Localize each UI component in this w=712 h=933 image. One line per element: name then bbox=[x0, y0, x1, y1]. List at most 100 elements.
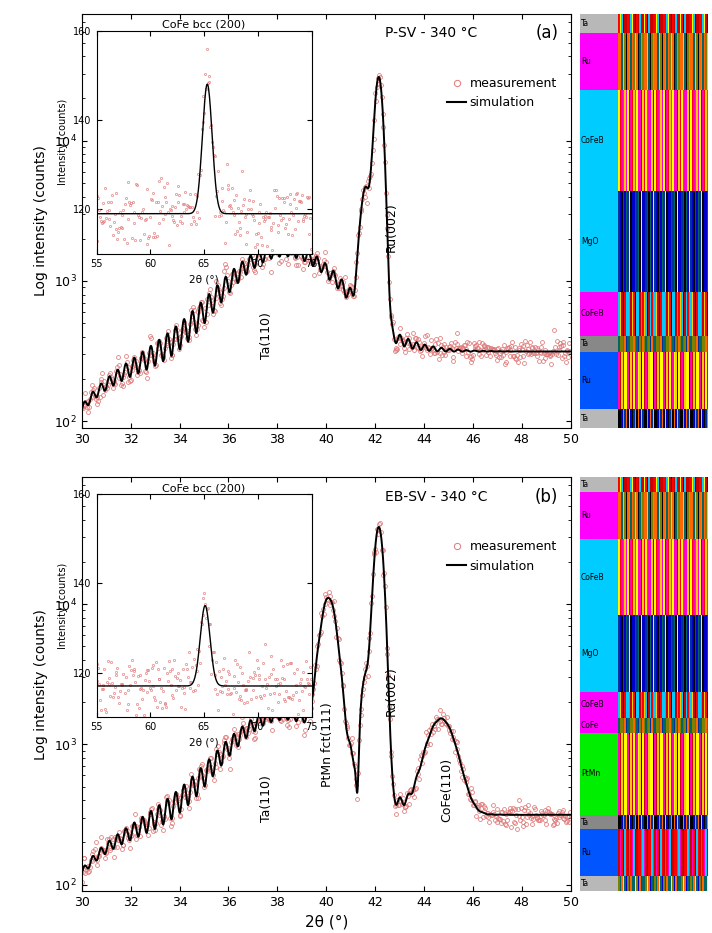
Bar bbox=[691, 732, 692, 815]
Text: Ru: Ru bbox=[581, 57, 591, 66]
Bar bbox=[654, 292, 656, 336]
Bar bbox=[669, 478, 671, 492]
Bar bbox=[684, 732, 686, 815]
Bar bbox=[669, 90, 671, 191]
Bar bbox=[668, 409, 669, 427]
Bar bbox=[659, 409, 660, 427]
Legend: measurement, simulation: measurement, simulation bbox=[442, 72, 562, 114]
Bar bbox=[656, 478, 657, 492]
Bar bbox=[672, 336, 674, 352]
Bar bbox=[698, 352, 699, 409]
Bar bbox=[666, 90, 668, 191]
Bar bbox=[620, 14, 621, 33]
Bar bbox=[632, 352, 633, 409]
Bar bbox=[693, 691, 695, 717]
Bar bbox=[650, 90, 651, 191]
Bar bbox=[703, 492, 704, 539]
Bar bbox=[671, 829, 672, 876]
Bar bbox=[704, 409, 705, 427]
Bar bbox=[634, 539, 635, 615]
Bar bbox=[704, 90, 705, 191]
Bar bbox=[701, 815, 702, 829]
Bar bbox=[641, 876, 642, 891]
Bar bbox=[704, 691, 705, 717]
Bar bbox=[669, 492, 671, 539]
Bar bbox=[661, 691, 662, 717]
Bar bbox=[644, 615, 645, 691]
Bar bbox=[691, 90, 692, 191]
Bar bbox=[619, 615, 620, 691]
Bar bbox=[627, 191, 629, 292]
Bar bbox=[662, 876, 663, 891]
Bar bbox=[677, 409, 679, 427]
Bar bbox=[641, 14, 642, 33]
Bar bbox=[644, 336, 645, 352]
Bar bbox=[656, 615, 657, 691]
Bar bbox=[668, 876, 669, 891]
Bar bbox=[665, 539, 666, 615]
Bar bbox=[692, 815, 693, 829]
Bar bbox=[696, 478, 698, 492]
Bar bbox=[627, 33, 629, 90]
Bar bbox=[638, 876, 639, 891]
Bar bbox=[671, 615, 672, 691]
Text: CoFe: CoFe bbox=[581, 721, 600, 730]
Bar bbox=[654, 33, 656, 90]
Bar bbox=[703, 191, 704, 292]
Bar bbox=[672, 876, 674, 891]
Bar bbox=[672, 492, 674, 539]
Bar bbox=[651, 717, 653, 732]
Bar bbox=[639, 615, 641, 691]
Bar bbox=[661, 33, 662, 90]
Bar bbox=[706, 292, 707, 336]
Bar bbox=[638, 478, 639, 492]
Text: (a): (a) bbox=[535, 24, 558, 42]
Bar bbox=[630, 539, 632, 615]
Bar bbox=[645, 492, 647, 539]
Bar bbox=[669, 876, 671, 891]
Bar bbox=[703, 90, 704, 191]
Bar bbox=[635, 409, 637, 427]
Text: Ta: Ta bbox=[581, 413, 590, 423]
Bar bbox=[630, 615, 632, 691]
Bar bbox=[699, 539, 701, 615]
Bar bbox=[649, 492, 650, 539]
Bar bbox=[671, 90, 672, 191]
Bar bbox=[664, 539, 665, 615]
Bar bbox=[630, 717, 632, 732]
Bar bbox=[626, 191, 627, 292]
Bar bbox=[687, 876, 689, 891]
Bar bbox=[651, 815, 653, 829]
Bar bbox=[680, 815, 681, 829]
Bar bbox=[665, 352, 666, 409]
Bar bbox=[679, 336, 680, 352]
Text: Ta: Ta bbox=[581, 19, 590, 28]
Bar bbox=[620, 478, 621, 492]
Bar bbox=[654, 539, 656, 615]
Bar bbox=[634, 336, 635, 352]
Bar bbox=[651, 615, 653, 691]
Bar bbox=[626, 539, 627, 615]
Bar bbox=[671, 815, 672, 829]
Bar bbox=[642, 615, 644, 691]
Bar bbox=[657, 732, 659, 815]
Bar bbox=[692, 191, 693, 292]
Bar bbox=[681, 14, 683, 33]
Bar bbox=[671, 492, 672, 539]
Bar bbox=[620, 615, 621, 691]
Bar bbox=[707, 409, 708, 427]
Bar bbox=[674, 409, 675, 427]
Bar bbox=[626, 717, 627, 732]
Bar bbox=[632, 191, 633, 292]
Bar bbox=[635, 90, 637, 191]
Bar bbox=[693, 352, 695, 409]
Bar bbox=[676, 478, 677, 492]
Bar bbox=[674, 691, 675, 717]
Bar bbox=[642, 539, 644, 615]
Bar bbox=[707, 191, 708, 292]
Bar bbox=[629, 409, 630, 427]
Bar bbox=[619, 478, 620, 492]
Bar bbox=[684, 409, 686, 427]
Bar bbox=[634, 829, 635, 876]
Bar bbox=[632, 292, 633, 336]
